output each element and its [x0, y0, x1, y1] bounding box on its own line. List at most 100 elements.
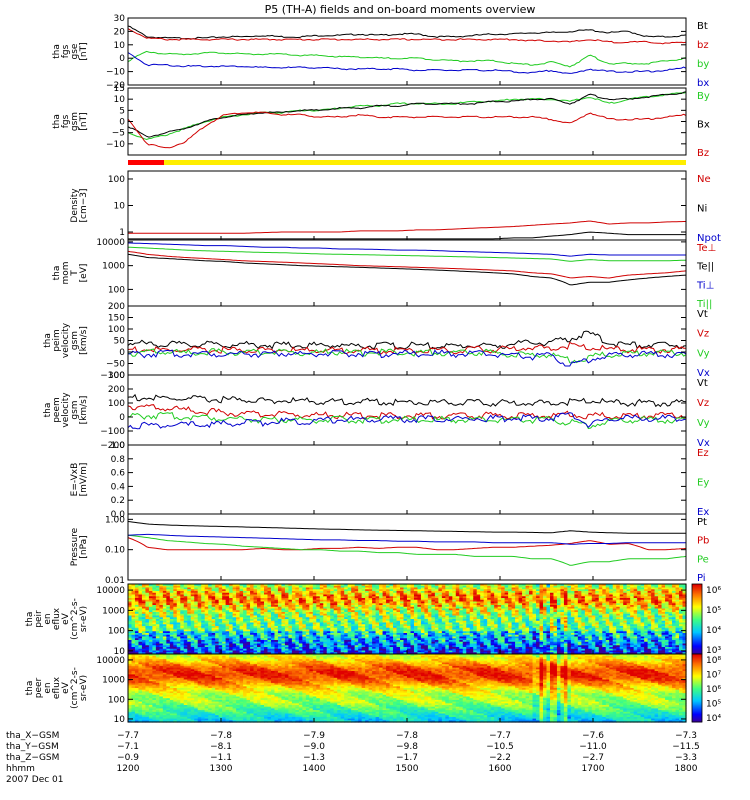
spectrogram-cell	[141, 626, 147, 629]
spectrogram-cell	[145, 638, 150, 641]
spectrogram-cell	[400, 652, 405, 655]
spectrogram-cell	[302, 605, 307, 608]
series-line-pressure-Pt	[127, 521, 686, 534]
y-tick-label: 200	[108, 385, 125, 395]
spectrogram-cell	[518, 633, 523, 636]
spectrogram-cell	[152, 608, 157, 611]
spectrogram-cell	[291, 613, 296, 617]
spectrogram-cell	[281, 612, 286, 615]
spectrogram-cell	[323, 603, 328, 606]
spectrogram-cell	[351, 650, 356, 653]
spectrogram-cell	[529, 626, 534, 629]
spectrogram-cell	[424, 626, 429, 629]
spectrogram-cell	[441, 638, 446, 641]
spectrogram-cell	[225, 610, 230, 613]
spectrogram-cell	[351, 626, 356, 629]
spectrogram-cell	[274, 627, 279, 631]
spectrogram-cell	[190, 615, 195, 618]
spectrogram-cell	[420, 587, 426, 590]
spectrogram-cell	[155, 591, 160, 594]
spectrogram-cell	[326, 652, 331, 655]
spectrogram-cell	[487, 598, 492, 601]
spectrogram-cell	[239, 643, 244, 646]
spectrogram-cell	[243, 631, 248, 634]
spectrogram-cell	[480, 596, 485, 599]
spectrogram-cell	[295, 645, 300, 648]
spectrogram-cell	[330, 594, 335, 597]
spectrogram-cell	[344, 627, 349, 631]
spectrogram-cell	[155, 652, 160, 655]
spectrogram-cell	[497, 610, 502, 613]
spectrogram-cell	[243, 591, 248, 594]
spectrogram-cell	[305, 585, 310, 589]
spectrogram-cell	[340, 624, 345, 627]
spectrogram-cell	[257, 620, 262, 624]
spectrogram-cell	[396, 612, 401, 615]
spectrogram-cell	[159, 608, 164, 611]
spectrogram-cell	[243, 592, 248, 596]
spectrogram-cell	[187, 624, 192, 627]
spectrogram-cell	[145, 587, 150, 590]
spectrogram-cell	[211, 643, 216, 646]
spectrogram-cell	[333, 633, 338, 636]
spectrogram-cell	[197, 647, 202, 650]
spectrogram-cell	[309, 638, 314, 641]
spectrogram-cell	[166, 617, 171, 620]
spectrogram-cell	[197, 626, 202, 629]
spectrogram-cell	[438, 617, 443, 620]
spectrogram-cell	[197, 652, 202, 655]
spectrogram-cell	[511, 634, 516, 638]
spectrogram-cell	[413, 594, 419, 597]
spectrogram-cell	[410, 594, 415, 597]
spectrogram-cell	[368, 638, 373, 641]
spectrogram-cell	[515, 603, 520, 606]
spectrogram-cell	[427, 640, 433, 643]
spectrogram-cell	[361, 645, 366, 648]
spectrogram-cell	[396, 619, 401, 622]
spectrogram-cell	[515, 629, 520, 632]
spectrogram-cell	[218, 620, 223, 624]
spectrogram-cell	[448, 612, 453, 615]
spectrogram-cell	[476, 615, 481, 618]
spectrogram-cell	[459, 617, 464, 620]
spectrogram-cell	[183, 624, 188, 627]
spectrogram-cell	[396, 634, 401, 638]
spectrogram-cell	[298, 648, 303, 652]
spectrogram-cell	[277, 652, 283, 655]
spectrogram-cell	[532, 601, 537, 604]
chart-title: P5 (TH-A) fields and on-board moments ov…	[265, 3, 536, 16]
spectrogram-cell	[295, 622, 300, 625]
spectrogram-cell	[515, 601, 520, 604]
spectrogram-cell	[361, 615, 366, 618]
spectrogram-cell	[529, 647, 534, 650]
spectrogram-cell	[441, 652, 446, 655]
spectrogram-cell	[197, 591, 202, 594]
spectrogram-cell	[312, 622, 317, 625]
spectrogram-cell	[323, 620, 328, 624]
spectrogram-cell	[508, 584, 513, 587]
spectrogram-cell	[145, 584, 150, 587]
spectrogram-cell	[152, 650, 157, 653]
spectrogram-cell	[431, 643, 436, 646]
spectrogram-cell	[319, 647, 324, 650]
spectrogram-cell	[361, 592, 366, 596]
y-tick-label: 100	[108, 325, 125, 335]
spectrogram-cell	[445, 626, 450, 629]
spectrogram-cell	[176, 620, 181, 624]
spectrogram-cell	[529, 636, 534, 639]
spectrogram-cell	[298, 638, 303, 641]
spectrogram-cell	[134, 596, 140, 599]
spectrogram-cell	[270, 617, 276, 620]
spectrogram-cell	[354, 589, 359, 592]
spectrogram-cell	[288, 624, 293, 627]
spectrogram-cell	[333, 608, 338, 611]
spectrogram-cell	[194, 613, 199, 617]
spectrogram-cell	[134, 619, 140, 622]
spectrogram-cell	[319, 603, 324, 606]
spectrogram-cell	[246, 627, 251, 631]
spectrogram-cell	[434, 599, 439, 603]
spectrogram-cell	[281, 587, 286, 590]
spectrogram-cell	[312, 638, 317, 641]
spectrogram-cell	[180, 606, 185, 610]
